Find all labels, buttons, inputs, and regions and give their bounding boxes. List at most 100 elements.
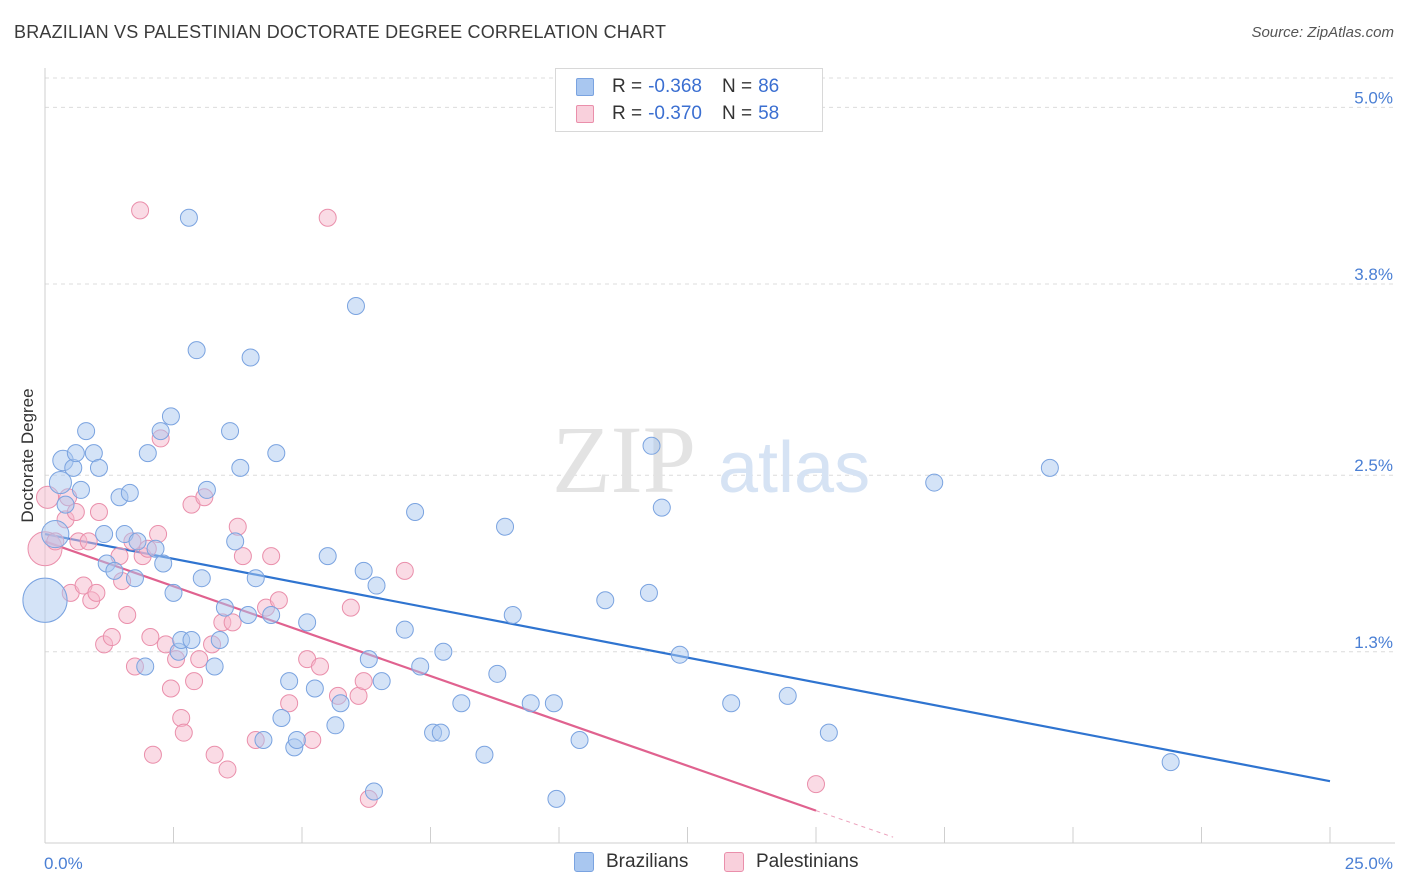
brazilian-point (120, 483, 139, 502)
palestinian-point (89, 502, 108, 521)
legend-r-label: R = (612, 76, 643, 97)
palestinian-point (185, 672, 204, 691)
palestinian-point (205, 745, 224, 764)
brazilian-point (434, 642, 453, 661)
brazilian-point (197, 480, 216, 499)
brazilian-point (475, 745, 494, 764)
brazilian-point (1161, 753, 1180, 772)
brazilian-point (305, 679, 324, 698)
correlation-legend: R = -0.368 N = 86 R = -0.370 N = 58 (555, 68, 823, 132)
blue-swatch-icon (576, 78, 594, 96)
brazilian-point (56, 495, 75, 514)
palestinian-point (218, 760, 237, 779)
brazilian-point (146, 539, 165, 558)
brazilian-point (128, 532, 147, 551)
palestinian-point (341, 598, 360, 617)
brazilian-point (66, 444, 85, 463)
legend-n-label: N = (721, 76, 753, 97)
brazilian-point (125, 569, 144, 588)
brazilian-point (151, 422, 170, 441)
brazilian-point (547, 789, 566, 808)
brazilian-point (187, 341, 206, 360)
legend-r-label: R = (612, 103, 643, 124)
brazilian-point (925, 473, 944, 492)
brazilian-point (331, 694, 350, 713)
palestinian-point (87, 583, 106, 602)
palestinian-point (280, 694, 299, 713)
palestinian-point (174, 723, 193, 742)
palestinian-point (143, 745, 162, 764)
brazilian-point (221, 422, 240, 441)
brazilian-point (298, 613, 317, 632)
brazilian-point (544, 694, 563, 713)
x-tick-label: 25.0% (1345, 854, 1393, 873)
legend-n-value: 58 (758, 103, 780, 124)
brazilian-point (210, 630, 229, 649)
series-legend: Brazilians Palestinians (0, 851, 1406, 877)
brazilian-point (71, 480, 90, 499)
legend-n-value: 86 (758, 76, 780, 97)
brazilian-point (231, 458, 250, 477)
palestinian-point (233, 547, 252, 566)
brazilian-point (1040, 458, 1059, 477)
brazilian-point (77, 422, 96, 441)
brazilian-point (105, 561, 124, 580)
palestinians-trend-extension (815, 810, 894, 838)
brazilian-point (246, 569, 265, 588)
brazilian-point (503, 605, 522, 624)
brazilian-point (287, 731, 306, 750)
palestinians-trend-line (44, 540, 817, 812)
brazilian-point (41, 519, 70, 549)
brazilian-point (346, 297, 365, 316)
source-label: Source: ZipAtlas.com (1251, 24, 1394, 41)
brazilian-point (164, 583, 183, 602)
brazilian-point (262, 605, 281, 624)
x-tick-label: 0.0% (44, 854, 83, 873)
palestinian-point (310, 657, 329, 676)
brazilian-point (570, 731, 589, 750)
brazilian-point (395, 620, 414, 639)
legend-item-brazilians[interactable]: Brazilians (574, 851, 688, 873)
y-tick-label: 3.8% (1354, 265, 1393, 284)
brazilian-point (182, 630, 201, 649)
brazilian-point (354, 561, 373, 580)
legend-r-value: -0.370 (648, 103, 702, 124)
brazilian-point (431, 723, 450, 742)
brazilian-point (272, 708, 291, 727)
palestinian-point (79, 532, 98, 551)
legend-row-brazilians: R = -0.368 N = 86 (576, 75, 779, 99)
brazilian-point (359, 650, 378, 669)
brazilian-point (642, 436, 661, 455)
legend-item-palestinians[interactable]: Palestinians (724, 851, 858, 873)
palestinian-point (354, 672, 373, 691)
brazilian-point (95, 525, 114, 544)
brazilian-point (215, 598, 234, 617)
palestinian-point (118, 605, 137, 624)
chart-title: BRAZILIAN VS PALESTINIAN DOCTORATE DEGRE… (14, 22, 667, 42)
legend-label-palestinians: Palestinians (756, 851, 859, 872)
brazilian-point (22, 577, 68, 623)
pink-swatch-icon (576, 105, 594, 123)
brazilian-point (452, 694, 471, 713)
palestinian-point (303, 731, 322, 750)
brazilian-point (596, 591, 615, 610)
brazilian-point (64, 458, 83, 477)
brazilian-point (239, 605, 258, 624)
brazilian-point (406, 502, 425, 521)
brazilian-point (318, 547, 337, 566)
legend-n-label: N = (721, 103, 753, 124)
brazilian-point (372, 672, 391, 691)
pink-swatch-icon (724, 852, 744, 872)
brazilian-point (819, 723, 838, 742)
brazilian-point (89, 458, 108, 477)
palestinian-point (172, 708, 191, 727)
palestinian-point (131, 201, 150, 220)
palestinian-point (190, 650, 209, 669)
brazilian-point (411, 657, 430, 676)
brazilian-point (639, 583, 658, 602)
palestinian-point (269, 591, 288, 610)
y-tick-label: 5.0% (1354, 88, 1393, 107)
brazilian-point (496, 517, 515, 536)
palestinian-point (102, 628, 121, 647)
